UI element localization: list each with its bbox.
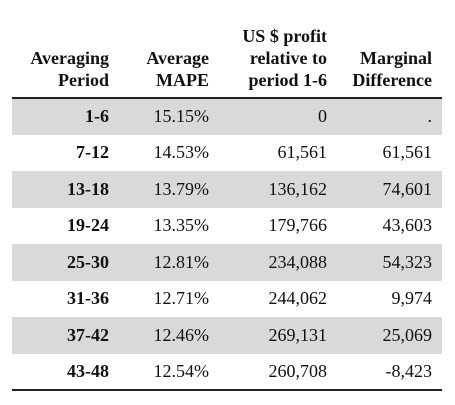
- cell-profit: 136,162: [219, 171, 337, 208]
- cell-profit: 260,708: [219, 353, 337, 391]
- header-averaging-period: Averaging Period: [12, 0, 119, 99]
- table-row: 13-18 13.79% 136,162 74,601: [12, 171, 442, 208]
- header-marginal-difference: Marginal Difference: [337, 0, 442, 99]
- cell-marginal: 25,069: [337, 317, 442, 354]
- cell-marginal: .: [337, 98, 442, 135]
- table-row: 19-24 13.35% 179,766 43,603: [12, 208, 442, 245]
- cell-period: 37-42: [12, 317, 119, 354]
- cell-marginal: 61,561: [382, 142, 433, 163]
- cell-period: 25-30: [12, 244, 119, 281]
- averaging-period-table: Averaging Period Average MAPE US $ profi…: [12, 0, 442, 391]
- cell-marginal: 54,323: [337, 244, 442, 281]
- cell-period: 7-12: [76, 142, 109, 163]
- cell-profit: 244,062: [268, 288, 328, 309]
- cell-mape: 13.35%: [153, 215, 210, 236]
- cell-period: 31-36: [67, 288, 109, 309]
- cell-marginal: -8,423: [337, 353, 442, 391]
- table-row: 31-36 12.71% 244,062 9,974: [12, 281, 442, 318]
- cell-mape: 12.81%: [119, 244, 219, 281]
- table-row: 7-12 14.53% 61,561 61,561: [12, 135, 442, 172]
- cell-mape: 12.54%: [119, 353, 219, 391]
- header-text: Marginal: [360, 48, 432, 68]
- cell-marginal: 9,974: [391, 288, 433, 309]
- header-text: MAPE: [156, 70, 209, 90]
- cell-mape: 14.53%: [153, 142, 210, 163]
- header-average-mape: Average MAPE: [119, 0, 219, 99]
- cell-period: 43-48: [12, 353, 119, 391]
- cell-profit: 61,561: [277, 142, 328, 163]
- table-body: 1-6 15.15% 0 . 7-12 14.53% 61,561 61,561…: [12, 98, 442, 391]
- header-text: relative to: [249, 48, 327, 68]
- header-text: US $ profit: [242, 26, 327, 46]
- header-profit: US $ profit relative to period 1-6: [219, 0, 337, 99]
- header-text: Difference: [352, 70, 432, 90]
- cell-profit: 269,131: [219, 317, 337, 354]
- header-text: period 1-6: [248, 70, 328, 90]
- table-header: Averaging Period Average MAPE US $ profi…: [12, 0, 442, 99]
- cell-marginal: 74,601: [337, 171, 442, 208]
- table-row: 43-48 12.54% 260,708 -8,423: [12, 353, 442, 391]
- cell-period: 19-24: [67, 215, 109, 236]
- cell-marginal: 43,603: [382, 215, 433, 236]
- data-table-container: Averaging Period Average MAPE US $ profi…: [12, 0, 442, 391]
- cell-period: 1-6: [12, 98, 119, 135]
- header-row: Averaging Period Average MAPE US $ profi…: [12, 0, 442, 99]
- cell-mape: 13.79%: [119, 171, 219, 208]
- cell-mape: 15.15%: [119, 98, 219, 135]
- cell-profit: 179,766: [268, 215, 328, 236]
- cell-profit: 234,088: [219, 244, 337, 281]
- cell-mape: 12.46%: [119, 317, 219, 354]
- header-text: Averaging: [30, 48, 109, 68]
- cell-profit: 0: [219, 98, 337, 135]
- table-row: 37-42 12.46% 269,131 25,069: [12, 317, 442, 354]
- header-text: Average: [146, 48, 209, 68]
- cell-period: 13-18: [12, 171, 119, 208]
- header-text: Period: [58, 70, 109, 90]
- table-row: 25-30 12.81% 234,088 54,323: [12, 244, 442, 281]
- table-row: 1-6 15.15% 0 .: [12, 98, 442, 135]
- cell-mape: 12.71%: [153, 288, 210, 309]
